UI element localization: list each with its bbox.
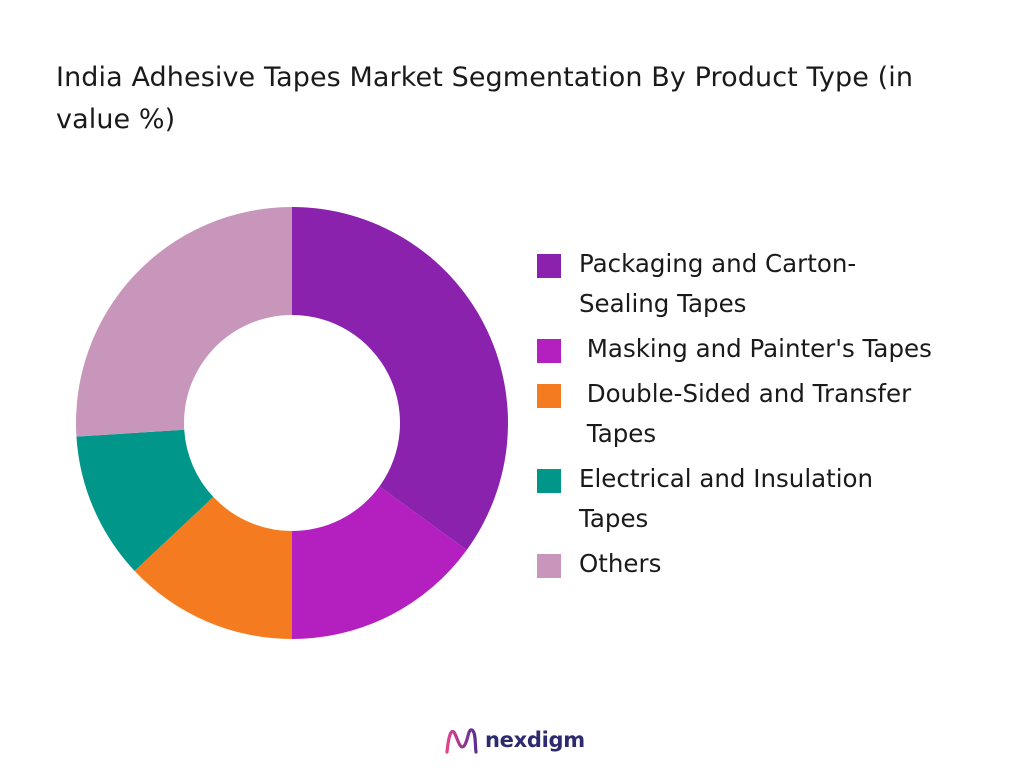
legend-label: Others [579, 549, 662, 578]
nexdigm-wave-logo-icon [445, 728, 478, 754]
legend-label: Double-Sided and Transfer Tapes [586, 379, 912, 448]
brand-logo: nexdigm [443, 722, 585, 758]
legend-swatch [537, 554, 561, 578]
legend-swatch [537, 339, 561, 363]
legend-label: Electrical and Insulation Tapes [579, 464, 874, 533]
legend-label: Masking and Painter's Tapes [579, 334, 932, 363]
chart-legend: Packaging and Carton- Sealing Tapes Mask… [537, 244, 1017, 589]
legend-item-4: Electrical and Insulation Tapes [537, 459, 1017, 539]
legend-label: Packaging and Carton- Sealing Tapes [579, 249, 857, 318]
donut-slice-3 [134, 496, 292, 639]
legend-item-3: Double-Sided and Transfer Tapes [537, 374, 1017, 454]
donut-slice-1 [292, 207, 508, 550]
legend-item-2: Masking and Painter's Tapes [537, 329, 1017, 369]
legend-item-1: Packaging and Carton- Sealing Tapes [537, 244, 1017, 324]
legend-swatch [537, 254, 561, 278]
donut-slice-5 [75, 207, 292, 437]
legend-item-5: Others [537, 544, 1017, 584]
brand-name: nexdigm [485, 728, 585, 752]
legend-swatch [537, 469, 561, 493]
legend-swatch [537, 384, 561, 408]
donut-slice-4 [76, 429, 214, 571]
donut-slice-2 [292, 486, 467, 639]
chart-title: India Adhesive Tapes Market Segmentation… [56, 62, 914, 135]
